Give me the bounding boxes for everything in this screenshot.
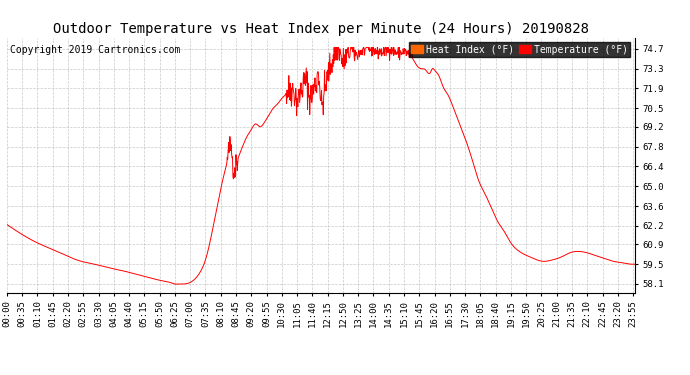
Title: Outdoor Temperature vs Heat Index per Minute (24 Hours) 20190828: Outdoor Temperature vs Heat Index per Mi… [53, 22, 589, 36]
Legend: Heat Index (°F), Temperature (°F): Heat Index (°F), Temperature (°F) [409, 42, 630, 57]
Text: Copyright 2019 Cartronics.com: Copyright 2019 Cartronics.com [10, 45, 180, 55]
